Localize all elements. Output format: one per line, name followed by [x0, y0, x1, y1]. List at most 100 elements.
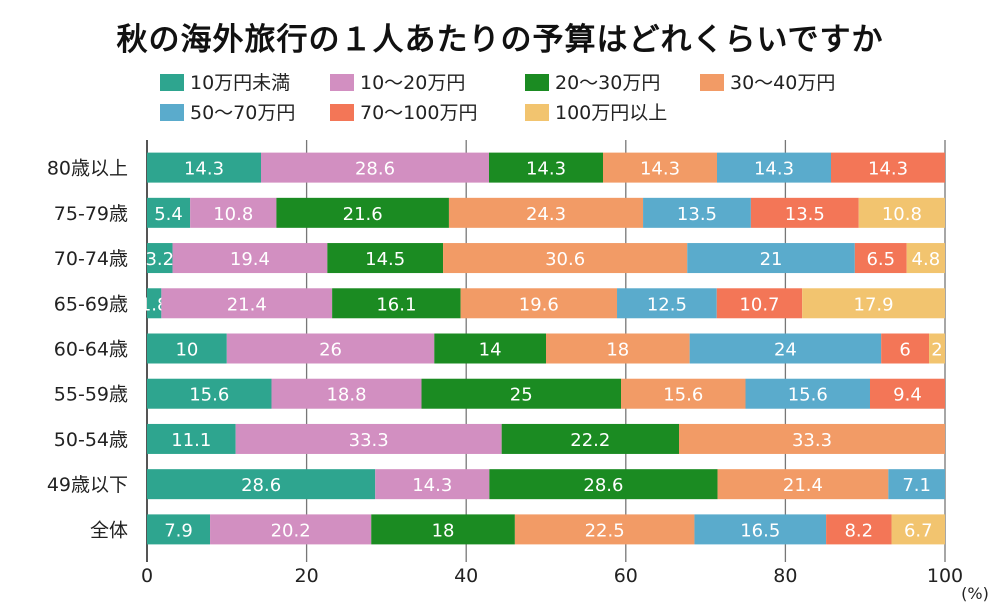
bar-segment: [161, 288, 333, 319]
data-label: 8.2: [844, 520, 873, 541]
bar-segment: [501, 423, 679, 454]
data-label: 25: [510, 385, 533, 406]
data-label: 19.6: [519, 294, 559, 315]
bar-segment: [514, 514, 695, 545]
data-label: 1.8: [140, 294, 169, 315]
data-label: 18: [432, 520, 455, 541]
data-label: 6.5: [866, 249, 895, 270]
y-category-label: 49歳以下: [47, 474, 128, 496]
x-tick-label: 0: [141, 565, 153, 587]
data-label: 15.6: [189, 385, 229, 406]
bar-segment: [434, 333, 546, 364]
data-label: 24.3: [526, 204, 566, 225]
bar-segment: [489, 152, 603, 183]
legend-swatch: [160, 104, 184, 121]
data-label: 20.2: [271, 520, 311, 541]
data-label: 4.8: [912, 249, 941, 270]
data-label: 24: [774, 340, 797, 361]
legend-label: 20〜30万円: [555, 72, 660, 94]
bar-segment: [929, 333, 945, 364]
bar-segment: [332, 288, 461, 319]
bar-segment: [147, 333, 227, 364]
legend-label: 70〜100万円: [360, 102, 477, 124]
data-label: 16.1: [376, 294, 416, 315]
bar-segment: [717, 469, 889, 500]
bar-segment: [235, 423, 502, 454]
bar-segment: [687, 243, 855, 274]
data-label: 14.3: [754, 159, 794, 180]
bar-segment: [147, 378, 272, 409]
data-label: 9.4: [893, 385, 922, 406]
data-label: 30.6: [545, 249, 585, 270]
chart-title: 秋の海外旅行の１人あたりの予算はどれくらいですか: [116, 22, 884, 58]
bar-segment: [603, 152, 717, 183]
bar-segment: [210, 514, 372, 545]
x-tick-label: 100: [927, 565, 963, 587]
bar-segment: [831, 152, 945, 183]
bar-segment: [694, 514, 827, 545]
data-label: 7.1: [902, 475, 931, 496]
bar-segment: [679, 423, 945, 454]
data-label: 14.3: [412, 475, 452, 496]
data-label: 10: [175, 340, 198, 361]
bar-segment: [147, 469, 376, 500]
data-label: 11.1: [171, 430, 211, 451]
bar-segment: [750, 197, 859, 228]
data-label: 22.5: [585, 520, 625, 541]
legend-swatch: [525, 104, 549, 121]
bar-segment: [869, 378, 945, 409]
data-label: 7.9: [164, 520, 193, 541]
bar-segment: [745, 378, 870, 409]
data-label: 13.5: [785, 204, 825, 225]
data-label: 28.6: [241, 475, 281, 496]
legend-label: 10〜20万円: [360, 72, 465, 94]
legend-label: 10万円未満: [190, 72, 290, 94]
y-category-label: 65-69歳: [54, 293, 128, 315]
y-category-label: 55-59歳: [54, 384, 128, 406]
bar-segment: [147, 243, 173, 274]
data-label: 6: [899, 340, 910, 361]
bar-segment: [802, 288, 945, 319]
legend-swatch: [330, 74, 354, 91]
bar-segment: [643, 197, 751, 228]
legend-label: 50〜70万円: [190, 102, 295, 124]
data-label: 21.4: [783, 475, 823, 496]
bar-segment: [147, 514, 211, 545]
y-category-label: 75-79歳: [54, 203, 128, 225]
data-label: 6.7: [904, 520, 933, 541]
data-label: 14.5: [365, 249, 405, 270]
data-label: 21.6: [343, 204, 383, 225]
legend-swatch: [700, 74, 724, 91]
bar-segment: [906, 243, 945, 274]
y-category-label: 60-64歳: [54, 339, 128, 361]
data-label: 5.4: [154, 204, 183, 225]
y-category-label: 全体: [90, 519, 128, 541]
x-axis-unit: (%): [961, 584, 989, 603]
bar-segment: [443, 243, 688, 274]
y-category-label: 70-74歳: [54, 248, 128, 270]
data-label: 14.3: [184, 159, 224, 180]
data-label: 33.3: [792, 430, 832, 451]
bar-segment: [147, 423, 236, 454]
bar-segment: [489, 469, 718, 500]
data-label: 19.4: [230, 249, 270, 270]
bar-segment: [172, 243, 328, 274]
bar-segment: [147, 197, 191, 228]
bar-segment: [881, 333, 930, 364]
data-label: 15.6: [788, 385, 828, 406]
data-label: 12.5: [647, 294, 687, 315]
data-label: 13.5: [677, 204, 717, 225]
x-tick-label: 60: [614, 565, 638, 587]
bar-segment: [271, 378, 422, 409]
bar-segment: [858, 197, 945, 228]
bar-segment: [371, 514, 515, 545]
bar-segment: [421, 378, 622, 409]
data-label: 15.6: [663, 385, 703, 406]
x-tick-label: 80: [773, 565, 797, 587]
y-category-label: 50-54歳: [54, 429, 128, 451]
data-label: 18.8: [326, 385, 366, 406]
data-label: 14.3: [868, 159, 908, 180]
data-label: 2: [931, 340, 942, 361]
bar-segment: [276, 197, 449, 228]
